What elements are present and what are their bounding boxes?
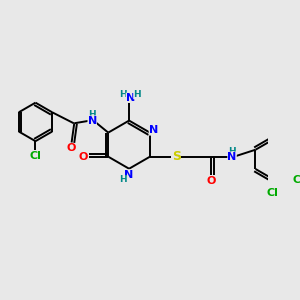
- Text: H: H: [228, 147, 236, 156]
- Text: H: H: [88, 110, 96, 119]
- Text: Cl: Cl: [266, 188, 278, 198]
- Text: N: N: [149, 125, 158, 136]
- Text: O: O: [67, 143, 76, 153]
- Text: N: N: [227, 152, 237, 162]
- Text: Cl: Cl: [292, 175, 300, 185]
- Text: Cl: Cl: [29, 151, 41, 160]
- Text: S: S: [172, 150, 181, 163]
- Text: H: H: [133, 90, 141, 99]
- Text: H: H: [119, 90, 127, 99]
- Text: H: H: [119, 176, 127, 184]
- Text: N: N: [124, 169, 133, 180]
- Text: O: O: [207, 176, 216, 186]
- Text: N: N: [126, 93, 135, 103]
- Text: O: O: [78, 152, 88, 162]
- Text: N: N: [88, 116, 97, 126]
